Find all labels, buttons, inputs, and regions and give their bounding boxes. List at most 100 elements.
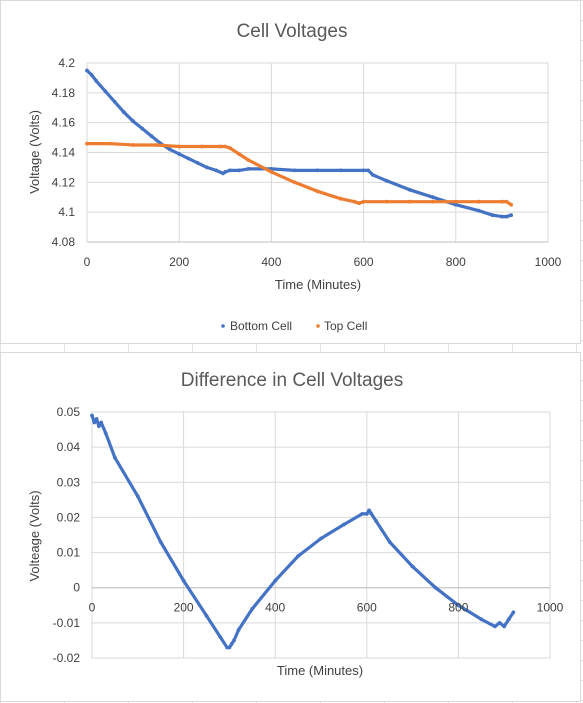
y-tick-label: 0.01 bbox=[57, 546, 81, 560]
data-point bbox=[85, 141, 89, 146]
data-point bbox=[366, 168, 371, 173]
data-point bbox=[205, 165, 209, 170]
data-point bbox=[154, 143, 159, 147]
data-point bbox=[504, 199, 509, 204]
y-tick-label: 0.02 bbox=[57, 510, 81, 524]
data-point bbox=[108, 141, 112, 146]
data-point bbox=[500, 214, 504, 219]
data-point bbox=[384, 199, 389, 204]
data-point bbox=[374, 519, 378, 523]
data-point bbox=[407, 187, 412, 192]
data-point bbox=[94, 417, 99, 421]
data-point bbox=[410, 564, 415, 569]
data-point bbox=[315, 168, 320, 173]
data-point bbox=[361, 199, 366, 204]
data-point bbox=[246, 167, 251, 171]
data-point bbox=[456, 603, 461, 608]
data-point bbox=[131, 143, 136, 147]
data-point bbox=[112, 99, 117, 104]
x-tick-label: 1000 bbox=[537, 601, 564, 615]
data-point bbox=[223, 170, 228, 174]
x-tick-label: 200 bbox=[169, 255, 189, 269]
data-point bbox=[92, 420, 97, 425]
data-point bbox=[384, 178, 389, 183]
data-point bbox=[453, 202, 458, 207]
data-point bbox=[342, 522, 346, 527]
y-axis-label: Volteage (Volts) bbox=[27, 490, 42, 581]
data-point bbox=[214, 168, 219, 173]
data-point bbox=[319, 536, 323, 541]
data-point bbox=[509, 202, 513, 207]
data-point bbox=[506, 617, 511, 622]
data-point bbox=[493, 624, 497, 629]
x-tick-label: 0 bbox=[89, 601, 96, 615]
data-point bbox=[90, 413, 94, 418]
data-point bbox=[273, 578, 278, 583]
x-tick-label: 600 bbox=[357, 601, 377, 615]
data-point bbox=[502, 624, 507, 629]
data-point bbox=[97, 424, 101, 428]
data-point bbox=[218, 144, 223, 149]
legend: Bottom Cell Top Cell bbox=[221, 319, 367, 333]
data-point bbox=[430, 195, 435, 200]
data-point bbox=[195, 161, 200, 165]
y-tick-label: 4.12 bbox=[52, 175, 76, 189]
data-point bbox=[177, 152, 182, 156]
y-tick-label: 4.16 bbox=[52, 116, 76, 130]
data-point bbox=[338, 196, 343, 201]
y-tick-label: -0.01 bbox=[53, 616, 81, 630]
x-tick-label: 400 bbox=[261, 255, 281, 269]
data-point bbox=[131, 119, 136, 124]
data-point bbox=[292, 180, 297, 185]
y-tick-label: 0 bbox=[73, 581, 80, 595]
y-tick-label: 4.14 bbox=[52, 146, 76, 160]
data-point bbox=[504, 214, 509, 219]
data-point bbox=[479, 617, 484, 622]
data-point bbox=[497, 621, 502, 625]
chart-difference-svg: Difference in Cell Voltages -0.02-0.0100… bbox=[27, 370, 564, 678]
chart-difference: Difference in Cell Voltages -0.02 -0.01 0 0… bbox=[0, 352, 581, 702]
data-point bbox=[292, 168, 297, 173]
data-point bbox=[430, 199, 435, 204]
data-point bbox=[315, 189, 320, 194]
data-point bbox=[237, 168, 242, 173]
data-point bbox=[186, 156, 191, 161]
x-tick-label: 600 bbox=[354, 255, 374, 269]
x-tick-label: 800 bbox=[448, 601, 468, 615]
data-point bbox=[168, 147, 172, 152]
data-point bbox=[338, 168, 343, 173]
data-point bbox=[357, 201, 361, 206]
data-point bbox=[361, 168, 366, 173]
data-point bbox=[453, 199, 458, 204]
data-point bbox=[135, 494, 140, 499]
data-point bbox=[476, 208, 481, 213]
data-point bbox=[269, 170, 274, 174]
x-tick-label: 1000 bbox=[535, 255, 562, 269]
data-point bbox=[364, 512, 369, 516]
data-point bbox=[200, 144, 205, 149]
data-point bbox=[228, 146, 232, 150]
y-tick-label: 0.03 bbox=[57, 475, 81, 489]
data-point bbox=[232, 638, 236, 643]
y-tick-label: 0.04 bbox=[57, 440, 81, 454]
y-axis-label: Voltage (Volts) bbox=[27, 110, 42, 194]
legend-marker-top-cell bbox=[316, 324, 320, 328]
x-axis-label: Time (Minutes) bbox=[275, 277, 361, 292]
y-tick-label: -0.02 bbox=[53, 651, 81, 665]
series-line-1 bbox=[85, 142, 513, 207]
data-point bbox=[181, 578, 186, 583]
data-point bbox=[103, 431, 108, 435]
data-point bbox=[149, 134, 154, 139]
data-point bbox=[113, 455, 117, 460]
data-point bbox=[218, 635, 223, 639]
x-axis-label: Time (Minutes) bbox=[277, 663, 363, 678]
data-point bbox=[500, 199, 504, 204]
chart-title: Cell Voltages bbox=[237, 21, 348, 42]
data-point bbox=[122, 110, 126, 115]
data-point bbox=[250, 606, 255, 611]
data-point bbox=[433, 585, 438, 590]
chart-voltages-svg: Cell Voltages 4.08 4.1 4.12 4.14 4.16 4.18 4.2… bbox=[27, 21, 562, 333]
data-point bbox=[204, 613, 209, 618]
x-tick-label: 200 bbox=[174, 601, 194, 615]
data-point bbox=[490, 213, 495, 218]
